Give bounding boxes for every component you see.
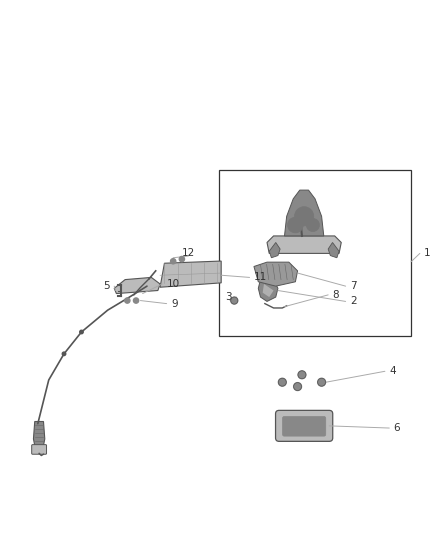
Polygon shape [33,422,45,446]
Circle shape [125,298,130,303]
Circle shape [179,256,184,262]
Circle shape [279,378,286,386]
Polygon shape [267,236,341,253]
Text: 6: 6 [394,423,400,433]
Text: 3: 3 [226,292,232,302]
Circle shape [294,207,314,226]
Circle shape [134,298,139,303]
Text: 8: 8 [332,290,339,300]
Text: 1: 1 [424,248,431,259]
FancyBboxPatch shape [276,410,333,441]
Text: 2: 2 [350,296,357,306]
Polygon shape [254,262,297,286]
Circle shape [293,383,301,391]
Circle shape [170,259,176,264]
Text: 4: 4 [389,366,396,376]
Polygon shape [114,277,160,294]
Polygon shape [269,243,280,258]
Text: 7: 7 [350,281,357,291]
Polygon shape [328,243,339,258]
Circle shape [318,378,325,386]
Text: 9: 9 [171,298,177,309]
Text: 5: 5 [103,281,110,291]
Circle shape [62,352,66,356]
Polygon shape [160,261,221,287]
FancyBboxPatch shape [283,416,326,436]
Circle shape [298,371,306,379]
Text: 10: 10 [166,279,180,289]
Circle shape [80,330,83,334]
Bar [219,171,411,336]
Polygon shape [263,284,274,297]
FancyBboxPatch shape [32,445,46,454]
Circle shape [231,297,238,304]
Polygon shape [285,190,324,236]
Polygon shape [258,280,278,302]
Text: 11: 11 [254,272,267,282]
Circle shape [306,219,319,231]
Text: 12: 12 [182,247,195,257]
Circle shape [288,217,303,233]
